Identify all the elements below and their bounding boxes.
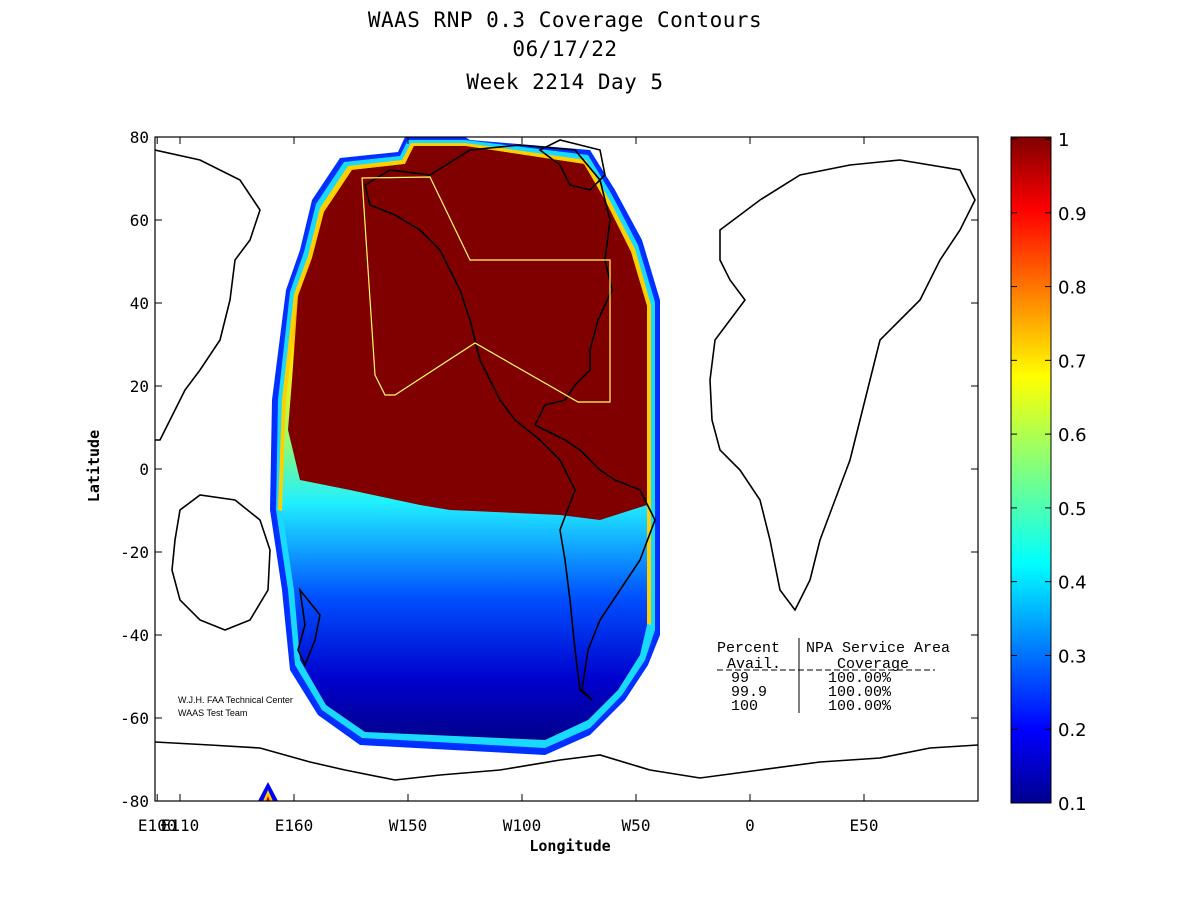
y-tick-label: 80 xyxy=(130,128,149,147)
table-cell-coverage: 100.00% xyxy=(828,698,892,715)
asia-outline xyxy=(155,149,261,441)
y-tick-label: 60 xyxy=(130,211,149,230)
colorbar-tick-label: 0.8 xyxy=(1058,278,1087,299)
colorbar-tick-label: 0.6 xyxy=(1058,425,1087,446)
colorbar-tick-label: 1 xyxy=(1058,130,1069,151)
y-axis-ticks: 80 60 40 20 0 -20 -40 -60 -80 xyxy=(120,128,978,811)
y-tick-label: -20 xyxy=(120,543,149,562)
x-tick-label: E50 xyxy=(850,816,879,835)
table-header-coverage: Coverage xyxy=(837,656,909,673)
y-tick-label: -40 xyxy=(120,626,149,645)
chart-date: 06/17/22 xyxy=(512,37,618,61)
colorbar-tick-label: 0.7 xyxy=(1058,351,1087,372)
availability-table: Percent NPA Service Area Avail. Coverage… xyxy=(717,638,950,715)
colorbar-tick-label: 0.9 xyxy=(1058,204,1087,225)
x-tick-label: 0 xyxy=(745,816,755,835)
colorbar-tick-label: 0.5 xyxy=(1058,499,1087,520)
chart-week-day: Week 2214 Day 5 xyxy=(466,70,664,94)
table-header-percent: Percent xyxy=(717,640,780,657)
colorbar-tick-label: 0.2 xyxy=(1058,720,1087,741)
table-cell-avail: 99.9 xyxy=(731,684,767,701)
x-tick-label: W100 xyxy=(503,816,542,835)
table-cell-avail: 100 xyxy=(731,698,758,715)
colorbar-tick-label: 0.1 xyxy=(1058,794,1087,815)
y-tick-label: 40 xyxy=(130,294,149,313)
x-tick-label: W50 xyxy=(622,816,651,835)
table-cell-coverage: 100.00% xyxy=(828,670,892,687)
x-tick-label: E160 xyxy=(275,816,314,835)
colorbar xyxy=(1010,136,1052,804)
coastlines xyxy=(155,139,978,781)
europe-africa-outline xyxy=(709,159,976,612)
credit-line2: WAAS Test Team xyxy=(178,708,247,718)
coverage-core-max xyxy=(288,146,647,520)
x-axis-ticks: E110 E160 W150 W100 W50 0 E50 E100 xyxy=(138,137,879,835)
y-tick-label: -60 xyxy=(120,709,149,728)
table-rows: 99 100.00% 99.9 100.00% 100 100.00% xyxy=(731,670,892,715)
new-zealand-outline xyxy=(297,587,321,668)
table-cell-coverage: 100.00% xyxy=(828,684,892,701)
credit-line1: W.J.H. FAA Technical Center xyxy=(178,695,293,705)
australia-outline xyxy=(171,494,271,631)
table-header-avail: Avail. xyxy=(727,656,781,673)
x-tick-label: W150 xyxy=(389,816,428,835)
y-tick-label: -80 xyxy=(120,792,149,811)
x-tick-label: E100 xyxy=(138,816,177,835)
antarctica-outline xyxy=(155,741,978,781)
x-tick-label: E110 xyxy=(161,816,200,835)
chart-title: WAAS RNP 0.3 Coverage Contours xyxy=(367,8,763,32)
north-america-outline xyxy=(364,144,656,701)
y-tick-label: 20 xyxy=(130,377,149,396)
greenland-outline xyxy=(538,139,606,191)
colorbar-tick-label: 0.4 xyxy=(1058,573,1087,594)
x-axis-label: Longitude xyxy=(529,837,610,855)
service-area-outline xyxy=(361,176,611,403)
y-tick-label: 0 xyxy=(139,460,149,479)
table-header-npa: NPA Service Area xyxy=(806,640,950,657)
y-axis-label: Latitude xyxy=(85,430,103,502)
table-cell-avail: 99 xyxy=(731,670,749,687)
coverage-layer xyxy=(270,137,660,755)
colorbar-ticks: 1 0.9 0.8 0.7 0.6 0.5 0.4 0.3 0.2 0.1 xyxy=(1011,130,1087,815)
colorbar-tick-label: 0.3 xyxy=(1058,646,1087,667)
